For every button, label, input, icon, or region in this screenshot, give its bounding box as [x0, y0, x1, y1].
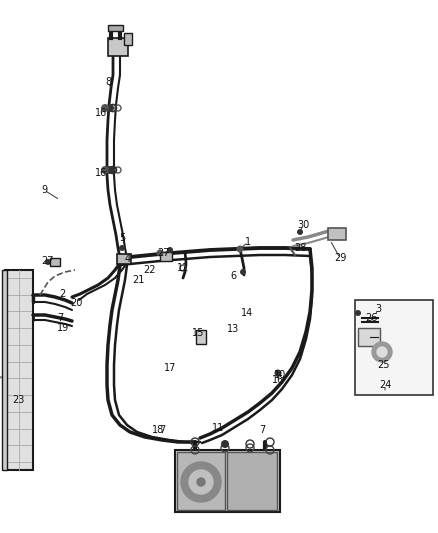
- Text: 4: 4: [125, 254, 131, 264]
- Text: 15: 15: [192, 328, 204, 338]
- Text: 16: 16: [95, 108, 107, 118]
- Bar: [5, 270, 33, 470]
- Bar: [177, 452, 225, 510]
- Text: 10: 10: [274, 370, 286, 380]
- Text: 12: 12: [177, 263, 189, 273]
- Bar: [2, 270, 7, 470]
- Bar: [108, 38, 128, 56]
- Circle shape: [181, 462, 221, 502]
- Circle shape: [197, 478, 205, 486]
- Text: 19: 19: [57, 323, 69, 333]
- Text: 27: 27: [157, 248, 169, 258]
- Text: 11: 11: [212, 423, 224, 433]
- Text: 28: 28: [294, 243, 306, 253]
- Bar: [175, 450, 280, 512]
- Text: 14: 14: [241, 308, 253, 318]
- Text: 3: 3: [375, 304, 381, 314]
- Bar: [108, 25, 123, 31]
- Circle shape: [106, 166, 114, 174]
- Bar: [355, 300, 433, 395]
- Circle shape: [377, 347, 387, 357]
- Text: 1: 1: [245, 237, 251, 247]
- Text: 30: 30: [297, 220, 309, 230]
- Text: 6: 6: [230, 271, 236, 281]
- Text: 8: 8: [105, 77, 111, 87]
- Circle shape: [355, 310, 361, 316]
- Text: 24: 24: [379, 380, 391, 390]
- Circle shape: [101, 166, 109, 174]
- Bar: [328, 228, 346, 240]
- Bar: [196, 330, 206, 344]
- Text: 16: 16: [272, 375, 284, 385]
- Text: 7: 7: [57, 313, 63, 323]
- Text: 26: 26: [365, 313, 377, 323]
- Text: 2: 2: [59, 289, 65, 299]
- Circle shape: [101, 104, 109, 112]
- Circle shape: [106, 104, 114, 112]
- Text: 5: 5: [119, 233, 125, 243]
- Text: 23: 23: [12, 395, 24, 405]
- Text: 27: 27: [41, 256, 53, 266]
- Text: 13: 13: [227, 324, 239, 334]
- Text: 29: 29: [334, 253, 346, 263]
- Text: 20: 20: [70, 298, 82, 308]
- Circle shape: [221, 440, 229, 448]
- Bar: [50, 258, 60, 266]
- Circle shape: [275, 369, 282, 376]
- Text: 21: 21: [132, 275, 144, 285]
- Circle shape: [237, 246, 244, 253]
- Text: 9: 9: [41, 185, 47, 195]
- Text: 17: 17: [164, 363, 176, 373]
- Circle shape: [156, 249, 163, 256]
- Text: 22: 22: [143, 265, 155, 275]
- Bar: [227, 452, 277, 510]
- Text: 25: 25: [377, 360, 389, 370]
- Bar: [124, 33, 132, 45]
- Bar: [117, 254, 131, 264]
- Circle shape: [167, 247, 173, 253]
- Text: 7: 7: [159, 425, 165, 435]
- Circle shape: [240, 269, 246, 275]
- Text: 16: 16: [95, 168, 107, 178]
- Text: 7: 7: [259, 425, 265, 435]
- Circle shape: [119, 245, 125, 251]
- Circle shape: [45, 259, 51, 265]
- Circle shape: [372, 342, 392, 362]
- Circle shape: [189, 470, 213, 494]
- Bar: [160, 252, 172, 261]
- Circle shape: [297, 229, 303, 235]
- Text: 18: 18: [152, 425, 164, 435]
- Bar: [358, 328, 380, 346]
